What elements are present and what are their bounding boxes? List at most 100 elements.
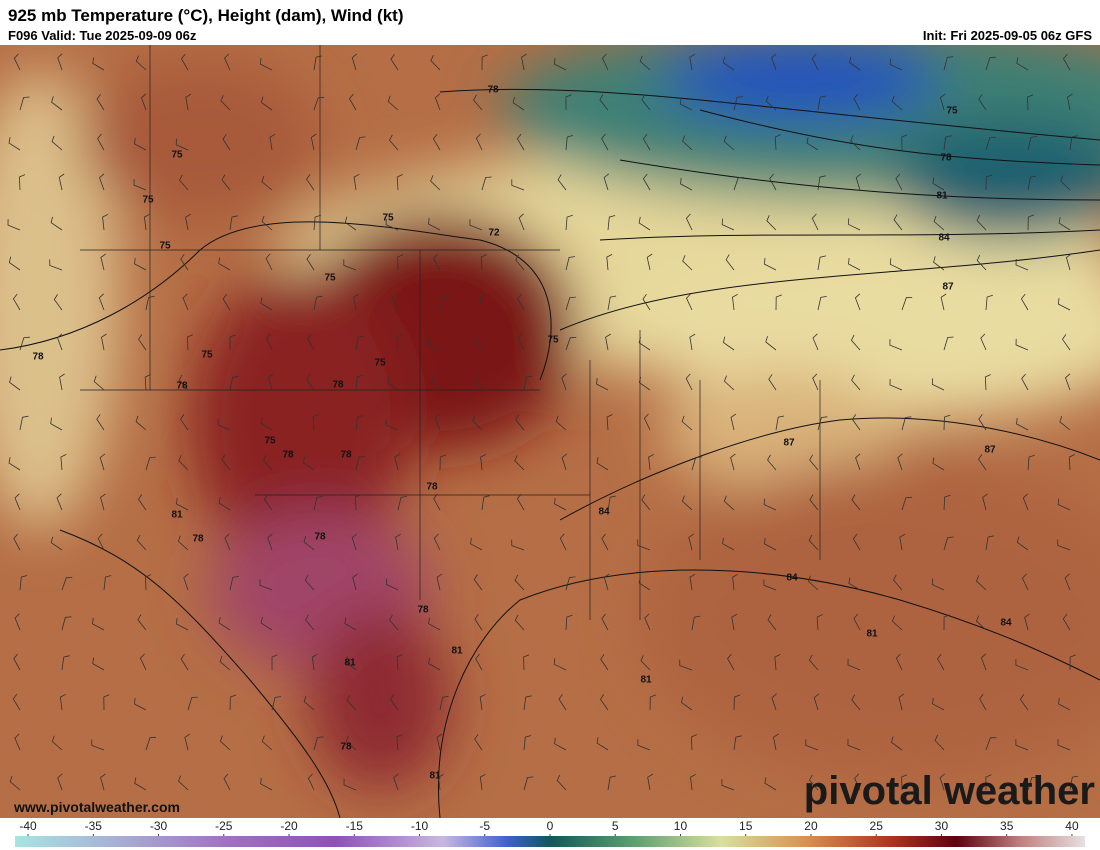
- wind-barb: [516, 133, 525, 151]
- wind-barb: [474, 373, 483, 391]
- wind-barb: [646, 253, 653, 271]
- wind-barb: [765, 336, 777, 351]
- colorbar-tick-label: 15: [739, 819, 753, 833]
- height-label: 78: [940, 153, 952, 164]
- wind-barb: [643, 413, 651, 431]
- wind-barb: [511, 179, 525, 191]
- wind-barb: [184, 733, 191, 751]
- wind-barb: [901, 416, 912, 431]
- wind-barb: [1015, 258, 1029, 271]
- wind-barb: [269, 133, 276, 151]
- wind-barb: [13, 53, 21, 71]
- wind-barb: [267, 533, 273, 551]
- wind-barb: [260, 297, 273, 311]
- wind-barb: [61, 577, 73, 591]
- wind-barb: [811, 213, 819, 231]
- wind-barb: [7, 219, 21, 231]
- wind-barb: [396, 734, 403, 751]
- wind-barb: [852, 533, 861, 551]
- wind-barb: [723, 495, 735, 511]
- wind-barb: [56, 493, 63, 511]
- height-label: 78: [332, 380, 344, 391]
- wind-barb: [763, 579, 777, 591]
- wind-barb: [934, 734, 945, 751]
- wind-barb: [313, 295, 323, 311]
- height-label: 75: [159, 241, 171, 252]
- wind-barb: [817, 416, 828, 431]
- wind-barb: [53, 294, 63, 311]
- wind-barb: [304, 574, 315, 591]
- wind-barb: [521, 53, 527, 71]
- wind-barb: [473, 574, 483, 591]
- wind-barb: [688, 533, 694, 551]
- wind-barb: [940, 93, 946, 111]
- wind-barb: [481, 54, 488, 71]
- wind-barb: [976, 615, 987, 631]
- wind-barb: [271, 696, 282, 711]
- wind-barb: [943, 336, 954, 351]
- colorbar-tick-label: -35: [85, 819, 103, 833]
- wind-barb: [18, 174, 26, 191]
- wind-barb: [565, 614, 573, 631]
- wind-barb: [1069, 135, 1078, 151]
- wind-barb: [638, 216, 651, 231]
- wind-barb: [599, 94, 609, 111]
- wind-barb: [982, 493, 988, 511]
- wind-barb: [809, 494, 819, 511]
- wind-barb: [808, 654, 819, 671]
- wind-barb: [640, 655, 651, 671]
- wind-barb: [773, 733, 779, 751]
- wind-barb: [307, 333, 315, 351]
- wind-barb: [851, 374, 861, 391]
- wind-barb: [690, 734, 697, 751]
- wind-barb: [811, 53, 819, 71]
- wind-barb: [469, 219, 483, 231]
- height-label: 75: [171, 150, 183, 161]
- wind-barb: [311, 653, 318, 671]
- wind-barb: [812, 333, 819, 351]
- wind-barb: [19, 336, 30, 351]
- wind-barb: [135, 55, 147, 71]
- height-label: 75: [264, 436, 276, 447]
- map: 78 75 75 75 72 75 75 78 75 78 75 78 75 75 78 78 78 81 78 78…: [0, 45, 1100, 818]
- wind-barb: [517, 293, 525, 311]
- wind-barb: [59, 373, 65, 391]
- wind-barb: [141, 93, 147, 111]
- wind-barb: [313, 55, 322, 71]
- height-label: 75: [324, 273, 336, 284]
- height-label: 87: [942, 282, 954, 293]
- wind-barb: [689, 53, 696, 71]
- height-label: 78: [487, 85, 499, 96]
- wind-barb: [222, 133, 231, 151]
- wind-barb: [353, 173, 360, 191]
- wind-barb: [1016, 417, 1029, 431]
- wind-barb: [187, 696, 198, 711]
- wind-barb: [765, 95, 777, 111]
- height-label: 75: [382, 213, 394, 224]
- wind-barb: [1015, 338, 1029, 351]
- wind-barb: [565, 214, 573, 231]
- wind-barb: [932, 177, 945, 191]
- wind-barb: [480, 254, 487, 271]
- wind-barb: [848, 577, 861, 591]
- wind-barb: [553, 58, 567, 71]
- wind-barb: [433, 253, 441, 271]
- wind-barb: [605, 333, 611, 351]
- wind-barb: [260, 616, 273, 631]
- wind-barb: [730, 413, 737, 431]
- wind-barb: [393, 773, 399, 791]
- wind-barb: [313, 496, 323, 511]
- wind-barb: [733, 96, 743, 111]
- wind-barb: [49, 259, 63, 271]
- wind-barb: [351, 53, 358, 71]
- wind-barb: [690, 773, 696, 791]
- wind-barb: [432, 133, 441, 151]
- wind-barb: [603, 173, 610, 191]
- wind-barb: [1062, 613, 1071, 631]
- wind-barb: [848, 257, 861, 271]
- wind-barb: [1060, 175, 1071, 191]
- wind-barb: [135, 415, 147, 431]
- wind-barb: [976, 214, 987, 231]
- wind-barb: [648, 453, 655, 471]
- title: 925 mb Temperature (°C), Height (dam), W…: [8, 6, 403, 25]
